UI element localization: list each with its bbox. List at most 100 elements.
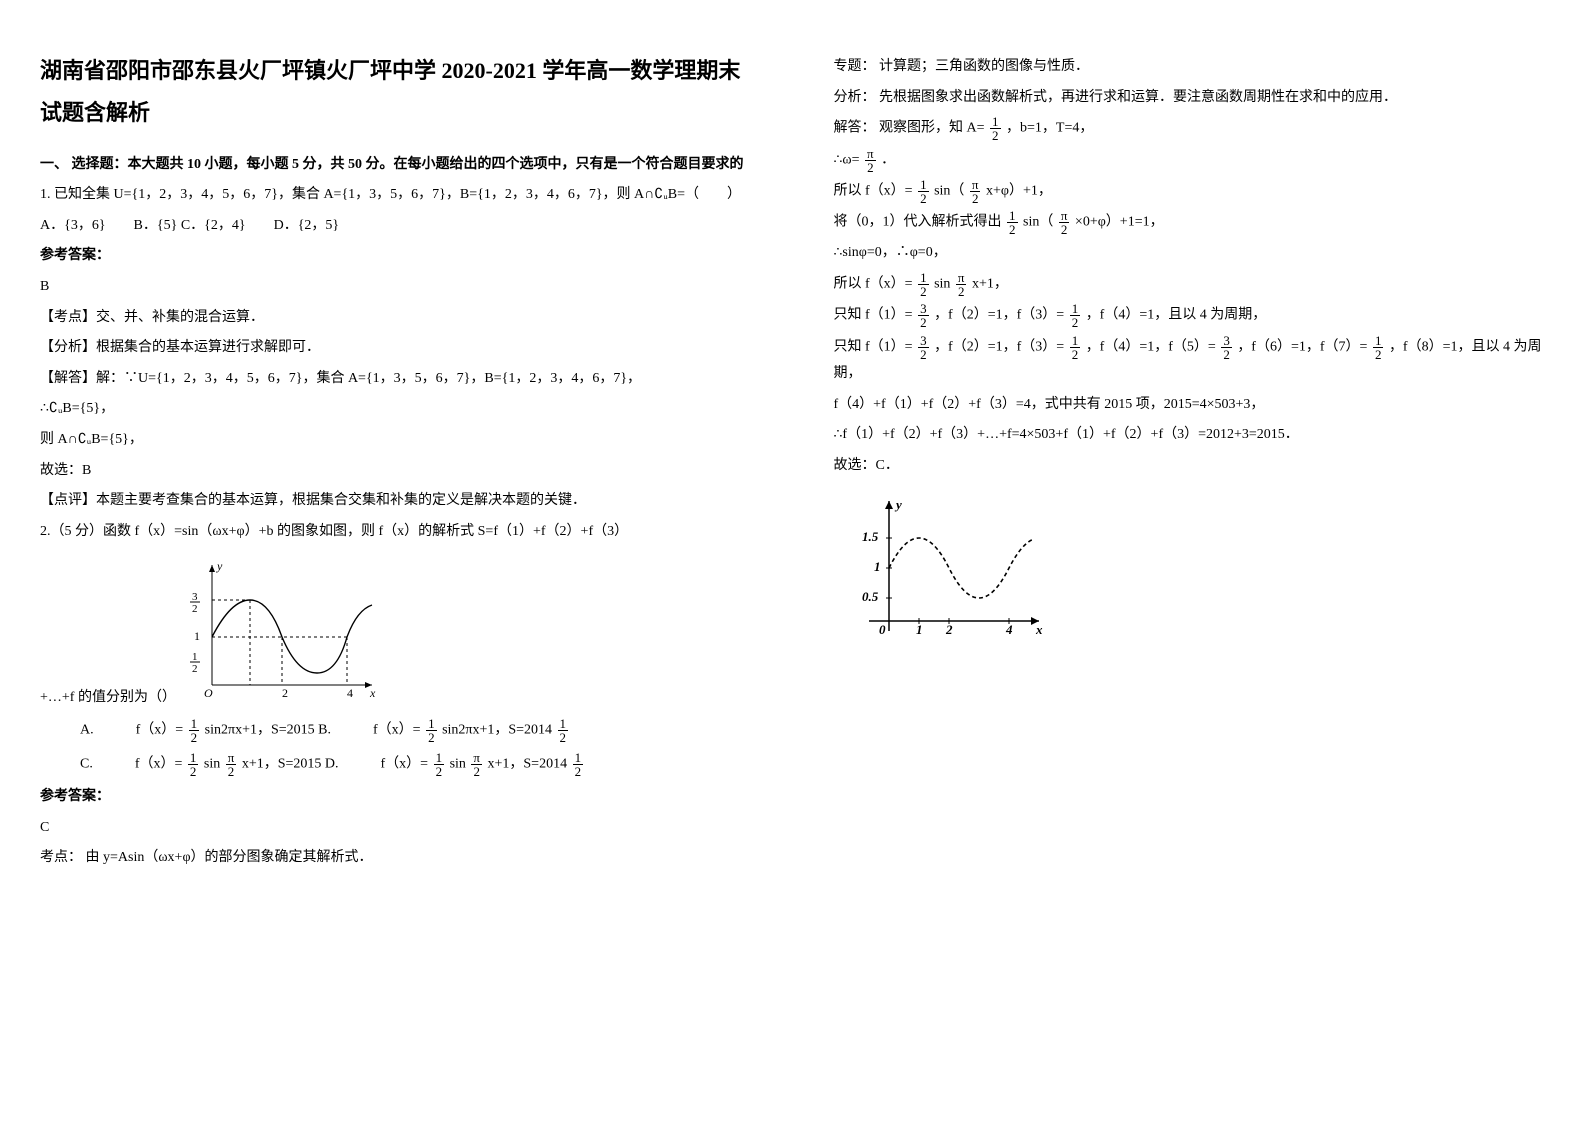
svg-text:2: 2 <box>192 663 198 675</box>
jd8-a: ，f（2）=1，f（3）= <box>934 339 1064 354</box>
frac-half-icon: 12 <box>918 271 929 298</box>
optD-suffix: x+1，S=2014 <box>488 756 568 771</box>
jieda-11: 故选：C． <box>834 453 1548 480</box>
frac-half-icon: 12 <box>434 751 445 778</box>
jd6-mid: sin <box>934 277 950 292</box>
q2-stem: 2.（5 分）函数 f（x）=sin（ωx+φ）+b 的图象如图，则 f（x）的… <box>40 519 754 546</box>
jd7-pre: 只知 f（1）= <box>834 308 913 323</box>
optC-mid: sin <box>204 756 220 771</box>
svg-text:0: 0 <box>879 622 886 637</box>
q2-options-row-2: C. f（x）= 12 sin π2 x+1，S=2015 D. f（x）= 1… <box>80 751 754 778</box>
jieda-4: 将（0，1）代入解析式得出 12 sin（ π2 ×0+φ）+1=1， <box>834 209 1548 236</box>
svg-text:0.5: 0.5 <box>862 589 879 604</box>
frac-half-icon: 12 <box>573 751 584 778</box>
svg-text:4: 4 <box>347 686 353 700</box>
frac-half-icon: 12 <box>558 717 569 744</box>
q1-kaodian: 【考点】交、并、补集的混合运算． <box>40 305 754 332</box>
svg-text:O: O <box>204 686 213 700</box>
optB-suffix: sin2πx+1，S=2014 <box>442 723 552 738</box>
svg-text:4: 4 <box>1005 622 1013 637</box>
jd8-b: ，f（4）=1，f（5）= <box>1086 339 1216 354</box>
right-column: 专题： 计算题；三角函数的图像与性质． 分析： 先根据图象求出函数解析式，再进行… <box>794 0 1587 1122</box>
jd8-pre: 只知 f（1）= <box>834 339 913 354</box>
frac-pi-over-2-icon: π2 <box>956 271 967 298</box>
frac-half-icon: 12 <box>426 717 437 744</box>
q1-jieda-4: 故选：B <box>40 458 754 485</box>
frac-pi-over-2-icon: π2 <box>226 751 237 778</box>
jd6-pre: 所以 f（x）= <box>834 277 913 292</box>
jd4-pre: 将（0，1）代入解析式得出 <box>834 215 1002 230</box>
svg-text:1.5: 1.5 <box>862 529 879 544</box>
q2-options-row-1: A. f（x）= 12 sin2πx+1，S=2015 B. f（x）= 12 … <box>80 717 754 744</box>
frac-3-over-2-icon: 32 <box>918 334 929 361</box>
svg-text:x: x <box>369 686 376 700</box>
frac-pi-over-2-icon: π2 <box>1059 209 1070 236</box>
svg-text:2: 2 <box>945 622 953 637</box>
optC-suffix: x+1，S=2015 D. f（x）= <box>242 756 428 771</box>
q2-answer: C <box>40 815 754 842</box>
optD-mid: sin <box>450 756 466 771</box>
jieda-9: f（4）+f（1）+f（2）+f（3）=4，式中共有 2015 项，2015=4… <box>834 392 1548 419</box>
jd1-suf: ，b=1，T=4， <box>1006 121 1093 136</box>
q1-jieda-2: ∴∁ᵤB={5}， <box>40 396 754 423</box>
jd1-pre: 解答： 观察图形，知 A= <box>834 121 985 136</box>
jd4-mid: sin（ <box>1023 215 1053 230</box>
frac-half-icon: 12 <box>1373 334 1384 361</box>
svg-text:x: x <box>1035 622 1043 637</box>
q2-answer-label: 参考答案： <box>40 784 754 811</box>
svg-text:3: 3 <box>192 591 198 603</box>
jd4-suf: ×0+φ）+1=1， <box>1075 215 1164 230</box>
jieda-5: ∴sinφ=0，∴φ=0， <box>834 240 1548 267</box>
q1-jieda-3: 则 A∩∁ᵤB={5}， <box>40 427 754 454</box>
jd3-mid: sin（ <box>934 184 964 199</box>
frac-half-icon: 12 <box>1007 209 1018 236</box>
frac-half-icon: 12 <box>918 178 929 205</box>
zhuanti: 专题： 计算题；三角函数的图像与性质． <box>834 54 1548 81</box>
jd6-suf: x+1， <box>972 277 1008 292</box>
svg-text:1: 1 <box>916 622 923 637</box>
jd2-pre: ∴ω= <box>834 152 860 167</box>
frac-3-over-2-icon: 32 <box>1221 334 1232 361</box>
jd7-b: ，f（4）=1，且以 4 为周期， <box>1086 308 1267 323</box>
jieda-1: 解答： 观察图形，知 A= 12 ，b=1，T=4， <box>834 115 1548 142</box>
q1-answer: B <box>40 274 754 301</box>
optA-suffix: sin2πx+1，S=2015 B. f（x）= <box>205 723 421 738</box>
frac-half-icon: 12 <box>1070 302 1081 329</box>
q1-answer-label: 参考答案： <box>40 243 754 270</box>
left-column: 湖南省邵阳市邵东县火厂坪镇火厂坪中学 2020-2021 学年高一数学理期末试题… <box>0 0 794 1122</box>
frac-half-icon: 12 <box>188 751 199 778</box>
q2-tail-text: +…+f 的值分别为（） <box>40 685 176 712</box>
q2-kaodian: 考点： 由 y=Asin（ωx+φ）的部分图象确定其解析式． <box>40 845 754 872</box>
q1-options: A．{3，6} B．{5} C．{2，4} D．{2，5} <box>40 213 754 240</box>
jd3-suf: x+φ）+1， <box>986 184 1052 199</box>
jd3-pre: 所以 f（x）= <box>834 184 913 199</box>
jieda-7: 只知 f（1）= 32 ，f（2）=1，f（3）= 12 ，f（4）=1，且以 … <box>834 302 1548 329</box>
jieda-6: 所以 f（x）= 12 sin π2 x+1， <box>834 271 1548 298</box>
jd8-c: ，f（6）=1，f（7）= <box>1237 339 1367 354</box>
q2-figure-1: y O 2 4 x 3 2 1 1 2 <box>182 555 382 705</box>
svg-text:2: 2 <box>192 603 198 615</box>
q1-jieda-1: 【解答】解：∵U={1，2，3，4，5，6，7}，集合 A={1，3，5，6，7… <box>40 366 754 393</box>
q1-dianping: 【点评】本题主要考查集合的基本运算，根据集合交集和补集的定义是解决本题的关键． <box>40 488 754 515</box>
section-heading: 一、 选择题：本大题共 10 小题，每小题 5 分，共 50 分。在每小题给出的… <box>40 152 754 179</box>
fenxi: 分析： 先根据图象求出函数解析式，再进行求和运算．要注意函数周期性在求和中的应用… <box>834 85 1548 112</box>
q2-figure-row: +…+f 的值分别为（） y O 2 4 x 3 2 1 1 2 <box>40 549 754 711</box>
svg-text:2: 2 <box>282 686 288 700</box>
q1-fenxi: 【分析】根据集合的基本运算进行求解即可． <box>40 335 754 362</box>
svg-text:1: 1 <box>192 651 198 663</box>
frac-pi-over-2-icon: π2 <box>865 147 876 174</box>
jd7-a: ，f（2）=1，f（3）= <box>934 308 1064 323</box>
frac-half-icon: 12 <box>990 115 1001 142</box>
frac-pi-over-2-icon: π2 <box>471 751 482 778</box>
jieda-3: 所以 f（x）= 12 sin（ π2 x+φ）+1， <box>834 178 1548 205</box>
optC-prefix: C. f（x）= <box>80 756 182 771</box>
frac-half-icon: 12 <box>1070 334 1081 361</box>
svg-text:y: y <box>216 559 223 573</box>
svg-text:1: 1 <box>874 559 881 574</box>
frac-pi-over-2-icon: π2 <box>970 178 981 205</box>
q2-figure-2: y x 0 1 2 4 1.5 1 0.5 <box>834 491 1054 651</box>
jieda-8: 只知 f（1）= 32 ，f（2）=1，f（3）= 12 ，f（4）=1，f（5… <box>834 334 1548 388</box>
jd2-suf: ． <box>881 152 895 167</box>
optA-prefix: A. f（x）= <box>80 723 183 738</box>
svg-text:y: y <box>894 497 902 512</box>
